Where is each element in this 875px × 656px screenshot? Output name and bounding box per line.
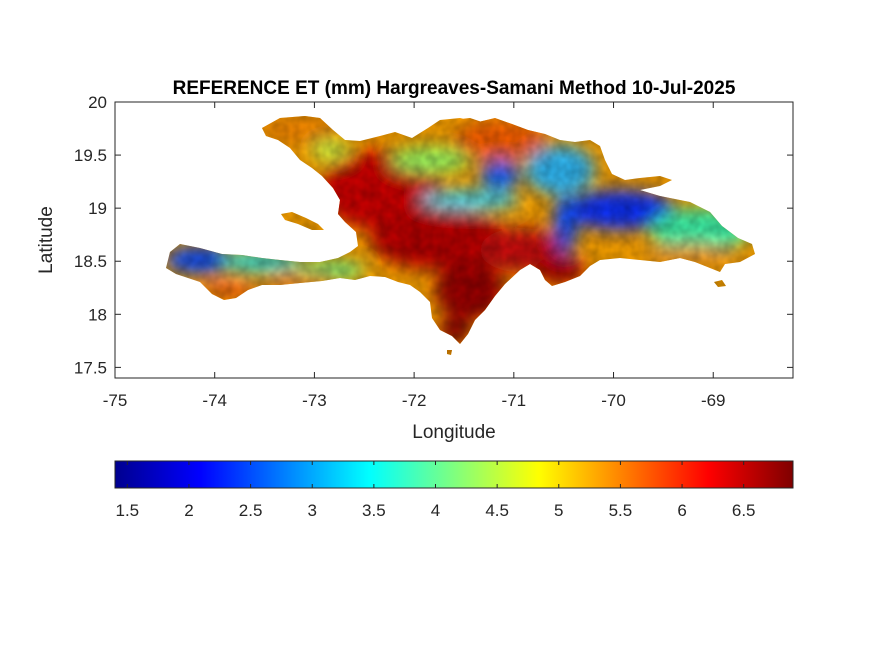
colorbar-tick-label: 5.5 bbox=[609, 501, 633, 520]
colorbar-tick-label: 6 bbox=[677, 501, 686, 520]
x-tick-label: -75 bbox=[103, 391, 128, 410]
colorbar-tick-label: 2 bbox=[184, 501, 193, 520]
colorbar-tick-label: 2.5 bbox=[239, 501, 263, 520]
map-title: REFERENCE ET (mm) Hargreaves-Samani Meth… bbox=[173, 78, 736, 99]
y-tick-label: 18.5 bbox=[74, 252, 107, 271]
x-tick-label: -73 bbox=[302, 391, 327, 410]
colorbar-tick-label: 3 bbox=[308, 501, 317, 520]
y-tick-label: 17.5 bbox=[74, 358, 107, 377]
y-tick-label: 20 bbox=[88, 93, 107, 112]
x-tick-label: -69 bbox=[701, 391, 726, 410]
x-tick-label: -72 bbox=[402, 391, 427, 410]
x-tick-label: -70 bbox=[601, 391, 626, 410]
colorbar-tick-label: 5 bbox=[554, 501, 563, 520]
y-tick-label: 19.5 bbox=[74, 146, 107, 165]
x-axis-label: Longitude bbox=[412, 422, 495, 443]
colorbar-tick-label: 6.5 bbox=[732, 501, 756, 520]
x-tick-label: -74 bbox=[202, 391, 227, 410]
colorbar-tick-label: 4.5 bbox=[485, 501, 509, 520]
y-tick-label: 18 bbox=[88, 305, 107, 324]
colorbar-tick-label: 1.5 bbox=[116, 501, 140, 520]
y-axis-label: Latitude bbox=[36, 206, 57, 274]
colorbar-ticks: 1.5 2 2.5 3 3.5 4 4.5 5 5.5 6 6.5 bbox=[116, 461, 756, 520]
colorbar-tick-label: 4 bbox=[431, 501, 440, 520]
x-axis-ticks: -75 -74 -73 -72 -71 -70 -69 bbox=[103, 102, 726, 410]
colorbar-tick-label: 3.5 bbox=[362, 501, 386, 520]
y-axis-ticks: 17.5 18 18.5 19 19.5 20 bbox=[74, 93, 793, 377]
colorbar-gradient bbox=[114, 460, 794, 489]
x-tick-label: -71 bbox=[502, 391, 527, 410]
map-axes: -75 -74 -73 -72 -71 -70 -69 17.5 18 18.5 19 19.5 20… bbox=[36, 78, 794, 443]
colorbar: 1.5 2 2.5 3 3.5 4 4.5 5 5.5 6 6.5 bbox=[114, 460, 794, 520]
y-tick-label: 19 bbox=[88, 199, 107, 218]
